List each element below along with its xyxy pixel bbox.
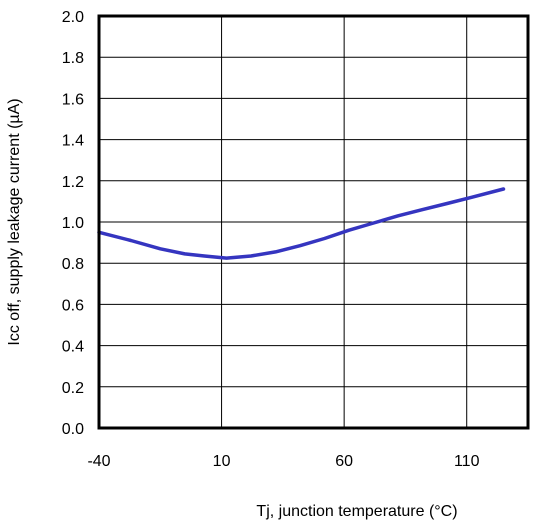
y-tick-label: 0.2 <box>62 380 84 397</box>
y-tick-label: 0.0 <box>62 421 84 438</box>
y-tick-label: 1.0 <box>62 215 84 232</box>
y-tick-label: 0.8 <box>62 256 84 273</box>
x-tick-label: 60 <box>335 453 353 470</box>
x-tick-labels: -40 10 60 110 <box>87 453 479 470</box>
x-tick-label: -40 <box>87 453 110 470</box>
y-axis-label: Icc off, supply leakage current (µA) <box>6 98 23 345</box>
y-tick-label: 0.4 <box>62 339 84 356</box>
y-tick-label: 0.6 <box>62 297 84 314</box>
x-axis-label: Tj, junction temperature (°C) <box>256 503 457 520</box>
y-tick-label: 1.8 <box>62 50 84 67</box>
grid-lines <box>98 15 528 429</box>
y-tick-label: 1.2 <box>62 174 84 191</box>
y-tick-label: 2.0 <box>62 9 84 26</box>
series-lines <box>97 187 506 260</box>
series-line <box>97 187 506 260</box>
y-tick-label: 1.4 <box>62 133 84 150</box>
y-tick-labels: 0.0 0.2 0.4 0.6 0.8 1.0 1.2 1.4 1.6 1.8 2.0 <box>62 9 84 438</box>
x-tick-label: 110 <box>454 453 480 470</box>
y-tick-label: 1.6 <box>62 91 84 108</box>
plot-frame <box>97 14 530 430</box>
x-tick-label: 10 <box>213 453 231 470</box>
